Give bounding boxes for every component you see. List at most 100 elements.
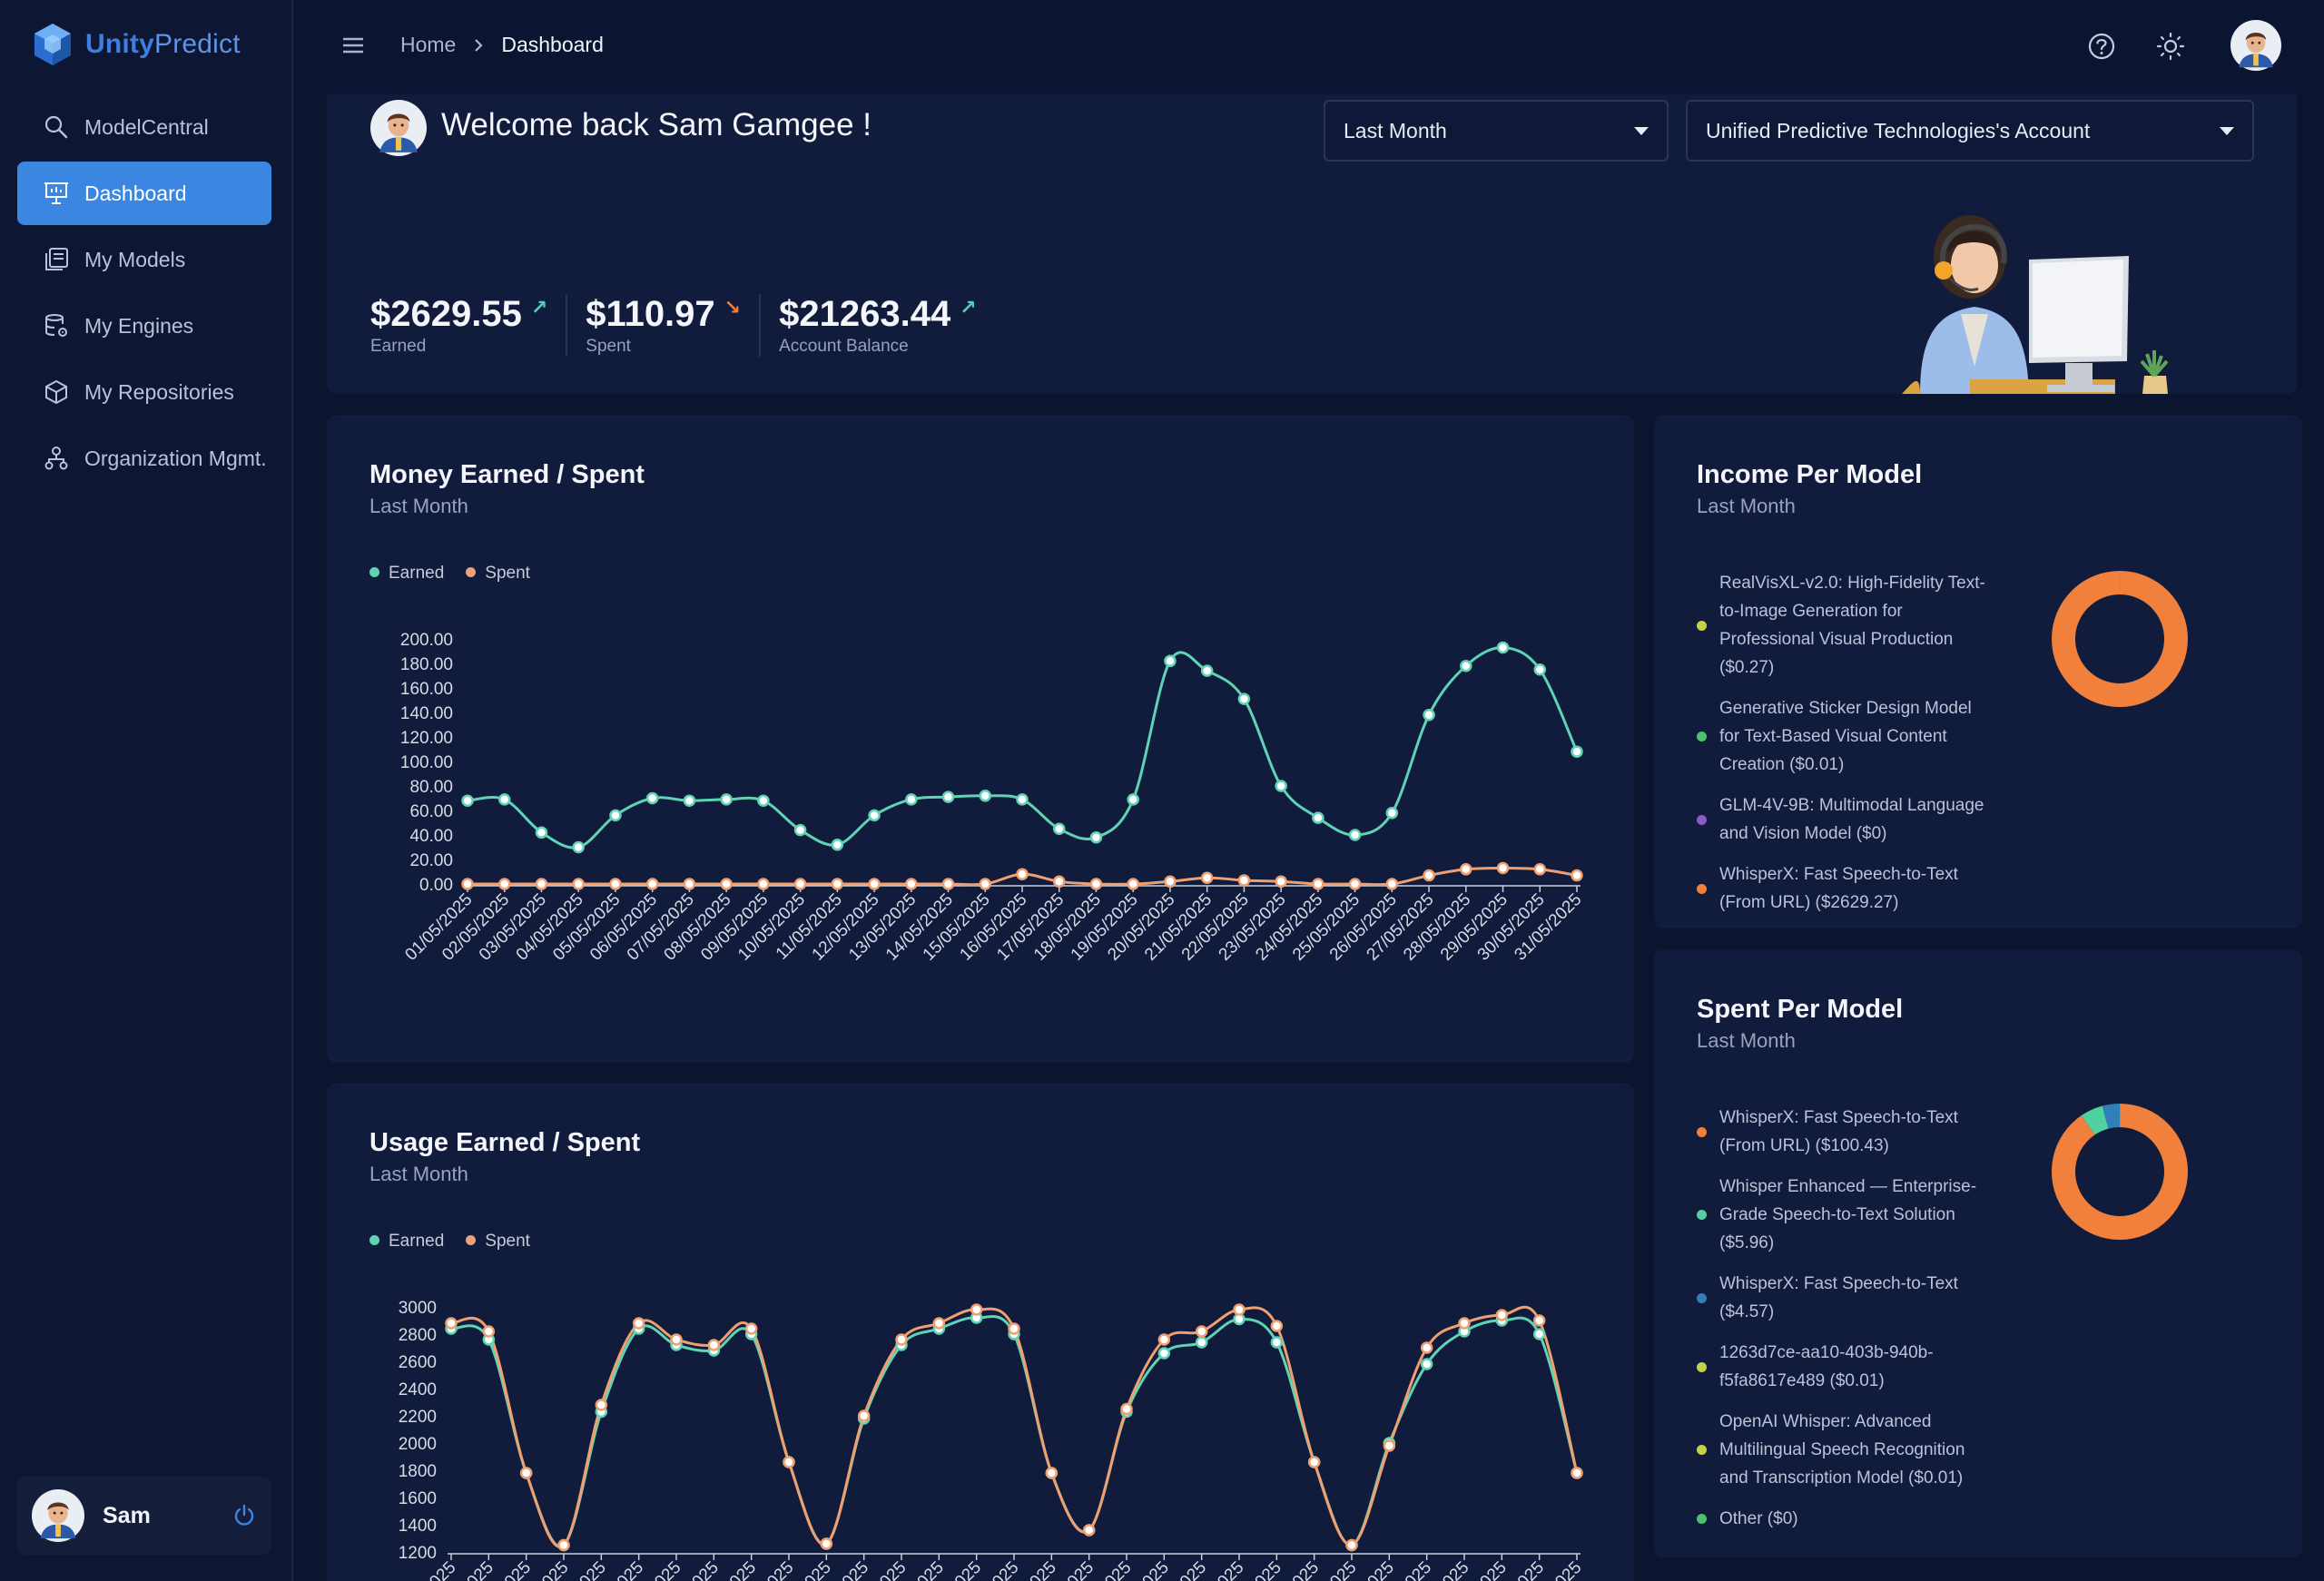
avatar[interactable] [2230, 20, 2281, 71]
data-point-earned[interactable] [1496, 641, 1510, 654]
model-list-item[interactable]: 1263d7ce-aa10-403b-940b-f5fa8617e489 ($0… [1697, 1339, 1996, 1395]
model-list-item[interactable]: WhisperX: Fast Speech-to-Text ($4.57) [1697, 1270, 1996, 1326]
data-point-earned[interactable] [1533, 663, 1547, 676]
data-point-earned[interactable] [1270, 1336, 1284, 1349]
data-point-spent[interactable] [1052, 875, 1066, 889]
data-point-earned[interactable] [645, 791, 659, 805]
data-point-spent[interactable] [744, 1322, 758, 1335]
donut-slice[interactable] [2052, 1104, 2188, 1240]
data-point-earned[interactable] [905, 793, 918, 806]
data-point-spent[interactable] [1016, 868, 1029, 880]
data-point-spent[interactable] [1495, 1309, 1509, 1321]
data-point-spent[interactable] [1533, 863, 1547, 876]
data-point-spent[interactable] [1127, 878, 1139, 890]
data-point-spent[interactable] [932, 1317, 946, 1330]
data-point-spent[interactable] [461, 878, 474, 890]
data-point-spent[interactable] [857, 1409, 871, 1422]
help-icon[interactable] [2086, 31, 2117, 62]
data-point-spent[interactable] [895, 1333, 908, 1346]
data-point-spent[interactable] [609, 878, 622, 890]
data-point-earned[interactable] [1200, 664, 1214, 677]
data-point-earned[interactable] [1195, 1336, 1208, 1349]
data-point-spent[interactable] [482, 1325, 496, 1338]
data-point-spent[interactable] [1233, 1303, 1246, 1316]
period-select[interactable]: Last Month [1324, 100, 1669, 162]
data-point-spent[interactable] [1200, 871, 1214, 884]
data-point-earned[interactable] [535, 826, 548, 840]
data-point-earned[interactable] [1420, 1358, 1433, 1370]
data-point-spent[interactable] [519, 1467, 533, 1479]
data-point-earned[interactable] [1423, 708, 1435, 722]
sidebar-item-modelcentral[interactable]: ModelCentral [17, 95, 271, 159]
data-point-spent[interactable] [445, 1317, 458, 1330]
model-list-item[interactable]: Other ($0) [1697, 1505, 1996, 1533]
data-point-spent[interactable] [1082, 1524, 1096, 1537]
data-point-earned[interactable] [1237, 692, 1251, 705]
sidebar-item-my-models[interactable]: My Models [17, 228, 271, 291]
data-point-spent[interactable] [1345, 1538, 1358, 1552]
legend-earned[interactable]: Earned [369, 1232, 444, 1252]
data-point-spent[interactable] [1089, 878, 1103, 890]
data-point-spent[interactable] [632, 1317, 645, 1330]
data-point-earned[interactable] [683, 794, 696, 807]
model-list-item[interactable]: OpenAI Whisper: Advanced Multilingual Sp… [1697, 1408, 1996, 1492]
sidebar-item-my-engines[interactable]: My Engines [17, 294, 271, 358]
data-point-spent[interactable] [1496, 861, 1510, 875]
model-list-item[interactable]: GLM-4V-9B: Multimodal Language and Visio… [1697, 791, 1996, 848]
data-point-spent[interactable] [1307, 1456, 1321, 1468]
data-point-spent[interactable] [905, 878, 918, 890]
data-point-spent[interactable] [1237, 874, 1251, 887]
legend-spent[interactable]: Spent [466, 1232, 530, 1252]
data-point-spent[interactable] [1164, 875, 1177, 889]
data-point-spent[interactable] [970, 1303, 983, 1316]
data-point-spent[interactable] [670, 1333, 683, 1346]
data-point-earned[interactable] [979, 790, 992, 802]
hamburger-menu-icon[interactable] [340, 33, 366, 58]
data-point-earned[interactable] [941, 790, 955, 803]
data-point-earned[interactable] [1127, 793, 1139, 806]
data-point-earned[interactable] [609, 809, 622, 822]
model-list-item[interactable]: Whisper Enhanced — Enterprise-Grade Spee… [1697, 1173, 1996, 1257]
data-point-spent[interactable] [1312, 878, 1324, 890]
data-point-spent[interactable] [1458, 1317, 1471, 1330]
data-point-spent[interactable] [557, 1538, 570, 1552]
data-point-earned[interactable] [720, 793, 733, 806]
data-point-spent[interactable] [1571, 869, 1583, 882]
data-point-earned[interactable] [1157, 1347, 1171, 1360]
data-point-spent[interactable] [793, 878, 807, 890]
sidebar-item-my-repositories[interactable]: My Repositories [17, 360, 271, 424]
data-point-earned[interactable] [461, 794, 474, 807]
data-point-spent[interactable] [497, 878, 511, 890]
donut-slice[interactable] [2052, 1104, 2188, 1240]
data-point-earned[interactable] [1385, 806, 1399, 820]
data-point-earned[interactable] [1089, 830, 1103, 844]
data-point-earned[interactable] [757, 794, 770, 807]
sidebar-item-dashboard[interactable]: Dashboard [17, 162, 271, 225]
account-select[interactable]: Unified Predictive Technologies's Accoun… [1686, 100, 2254, 162]
data-point-earned[interactable] [1164, 654, 1177, 668]
data-point-spent[interactable] [1120, 1402, 1133, 1416]
data-point-spent[interactable] [720, 878, 733, 890]
sun-icon[interactable] [2155, 31, 2186, 62]
data-point-earned[interactable] [868, 809, 881, 822]
data-point-spent[interactable] [1270, 1320, 1284, 1332]
user-card[interactable]: Sam [17, 1477, 271, 1555]
legend-spent[interactable]: Spent [466, 564, 530, 584]
data-point-earned[interactable] [1348, 829, 1362, 841]
data-point-earned[interactable] [1275, 780, 1287, 792]
data-point-spent[interactable] [1420, 1341, 1433, 1354]
data-point-spent[interactable] [1532, 1314, 1546, 1327]
data-point-spent[interactable] [572, 878, 585, 890]
data-point-spent[interactable] [1195, 1325, 1208, 1338]
sidebar-item-organization-mgmt[interactable]: Organization Mgmt. [17, 427, 271, 490]
data-point-spent[interactable] [535, 878, 548, 890]
data-point-spent[interactable] [1045, 1467, 1059, 1479]
data-point-spent[interactable] [645, 878, 659, 890]
data-point-earned[interactable] [1571, 745, 1583, 758]
data-point-spent[interactable] [1423, 869, 1435, 882]
data-point-earned[interactable] [1016, 793, 1029, 806]
data-point-spent[interactable] [595, 1399, 608, 1411]
data-point-spent[interactable] [1008, 1322, 1020, 1335]
data-point-spent[interactable] [1571, 1467, 1583, 1479]
model-list-item[interactable]: WhisperX: Fast Speech-to-Text (From URL)… [1697, 1104, 1996, 1160]
